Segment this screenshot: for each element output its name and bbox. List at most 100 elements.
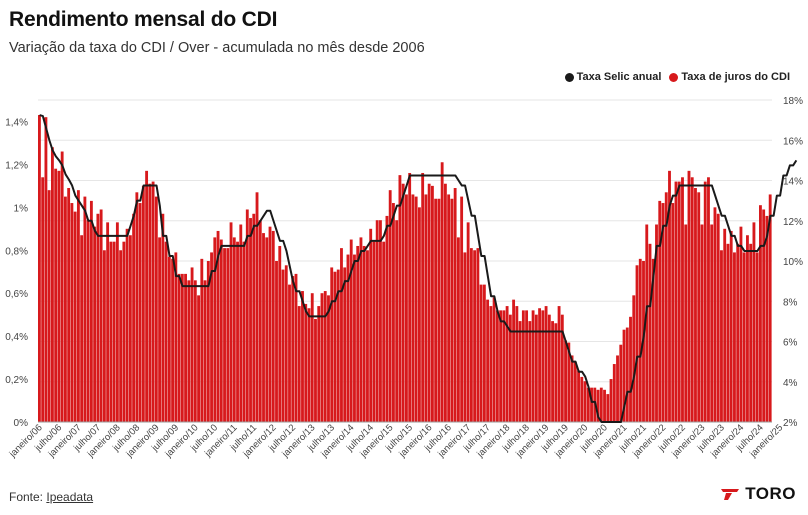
cdi-bar [184,273,187,422]
y-right-tick-label: 14% [783,177,803,188]
cdi-bar [41,177,45,422]
cdi-bar [450,198,454,422]
cdi-bar [245,209,249,422]
cdi-bar [723,228,727,422]
cdi-bar [89,200,93,422]
y-left-tick-label: 1,4% [5,117,28,128]
cdi-bar [174,252,178,422]
cdi-bar [385,215,389,422]
cdi-bar [349,239,353,422]
cdi-bar [242,241,246,422]
cdi-bar [310,293,314,422]
cdi-bar [603,389,606,422]
cdi-bar [141,185,145,422]
cdi-bar [632,295,636,422]
cdi-bar [547,314,551,422]
cdi-bar [729,230,733,422]
legend-dot-cdi [669,72,679,82]
y-left-tick-label: 0,6% [5,289,28,300]
cdi-bar [567,342,571,422]
cdi-bar [411,194,415,422]
cdi-bar [557,306,561,422]
cdi-bar [645,224,649,422]
cdi-bar [443,183,447,422]
cdi-bar [577,370,580,422]
cdi-bar [392,203,395,422]
cdi-bar [281,269,285,422]
cdi-bar [171,258,175,422]
cdi-bar [583,381,587,422]
legend-label-selic: Taxa Selic anual [576,71,662,83]
source-link[interactable]: Ipeadata [46,490,94,504]
cdi-bar [580,376,584,422]
cdi-bar [625,327,629,422]
cdi-bar [154,196,158,422]
cdi-bar [690,177,694,422]
cdi-bar [518,321,522,422]
cdi-bar [294,273,298,422]
cdi-bar [63,196,67,422]
cdi-bar [759,205,762,422]
cdi-bar [752,222,756,422]
cdi-bar [765,215,769,422]
cdi-bar [664,192,668,422]
cdi-bar [271,230,275,422]
cdi-bar [466,222,470,422]
cdi-bar [148,183,152,422]
cdi-bar [343,267,347,422]
cdi-bar [590,387,593,422]
cdi-bar [177,273,181,422]
cdi-bar [353,254,356,422]
cdi-bar [755,252,759,422]
cdi-bar [573,361,577,422]
cdi-bar [544,306,548,422]
cdi-bar [346,254,350,422]
cdi-bar [476,248,480,422]
cdi-bar [197,295,200,422]
cdi-bar [372,241,376,422]
cdi-bar [375,220,379,422]
cdi-bar [301,291,304,422]
cdi-bar [38,115,41,422]
y-left-tick-label: 0,8% [5,246,28,257]
cdi-bar [135,192,139,422]
cdi-bar [534,314,538,422]
cdi-bar [742,252,746,422]
cdi-bar [258,220,262,422]
cdi-bar [648,243,652,422]
cdi-bar [44,117,48,422]
cdi-bar [167,256,171,422]
y-left-tick-label: 0% [14,418,29,429]
legend-item-cdi: Taxa de juros do CDI [669,71,790,83]
cdi-bar [125,228,129,422]
cdi-bar [255,192,259,422]
cdi-bar [437,198,441,422]
source-note: Fonte: Ipeadata [9,490,93,504]
y-left-tick-label: 1% [14,203,29,214]
cdi-bar [216,230,220,422]
legend-label-cdi: Taxa de juros do CDI [681,71,790,83]
cdi-bar [434,198,438,422]
cdi-bar [655,224,658,422]
cdi-bar [720,250,723,422]
cdi-bar [83,196,87,422]
cdi-bar [275,261,278,422]
cdi-bar [564,340,567,422]
cdi-bar [297,306,301,422]
y-left-tick-label: 0,4% [5,332,28,343]
cdi-bar [606,394,610,422]
cdi-bar [681,177,684,422]
y-right-tick-label: 16% [783,136,803,147]
cdi-bar [599,387,603,422]
cdi-bar [612,364,616,422]
cdi-bar [388,190,392,422]
y-right-tick-label: 4% [783,378,798,389]
cdi-bar [229,222,233,422]
cdi-bar [570,355,574,422]
cdi-bar [323,291,327,422]
cdi-bar [112,241,116,422]
cdi-bar [703,181,707,422]
cdi-bar [609,379,613,422]
cdi-bar [86,220,90,422]
